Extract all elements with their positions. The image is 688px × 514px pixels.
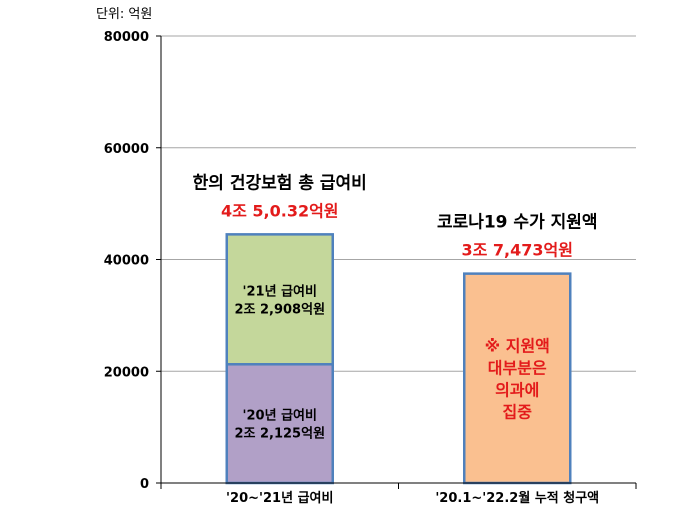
x-category-label: '20~'21년 급여비 <box>226 490 333 506</box>
y-axis-ticks: 0 20000 40000 60000 80000 <box>104 30 161 492</box>
bar-note-text: 의과에 <box>495 380 539 399</box>
y-tick-label: 20000 <box>104 365 149 380</box>
y-tick-label: 40000 <box>104 254 149 269</box>
bar-note-text: 집중 <box>503 402 533 421</box>
bar-total-label: 4조 5,0.32억원 <box>221 201 339 220</box>
x-category-label: '20.1~'22.2월 누적 청구액 <box>435 490 599 506</box>
bar-note-text: 대부분은 <box>488 358 547 377</box>
bar-segment <box>225 233 334 366</box>
bar-segment <box>463 272 572 485</box>
bars: '20년 급여비 2조 2,125억원 '21년 급여비 2조 2,908억원 ※ 지원… <box>225 233 572 485</box>
bar-note-text: ※ 지원액 <box>485 336 550 355</box>
y-tick-label: 0 <box>140 477 149 492</box>
axes <box>160 36 637 489</box>
bar-title: 코로나19 수가 지원액 <box>437 213 598 233</box>
segment-label: '21년 급여비 <box>243 283 317 299</box>
segment-label: 2조 2,125억원 <box>234 427 325 442</box>
bar-total-label: 3조 7,473억원 <box>462 241 573 260</box>
x-axis-categories: '20~'21년 급여비 '20.1~'22.2월 누적 청구액 <box>226 490 599 506</box>
bar-title: 한의 건강보험 총 급여비 <box>193 172 367 193</box>
unit-label: 단위: 억원 <box>96 7 152 22</box>
y-tick-label: 60000 <box>104 142 149 157</box>
y-tick-label: 80000 <box>104 30 149 45</box>
segment-label: 2조 2,908억원 <box>234 302 325 317</box>
segment-label: '20년 급여비 <box>243 408 317 424</box>
